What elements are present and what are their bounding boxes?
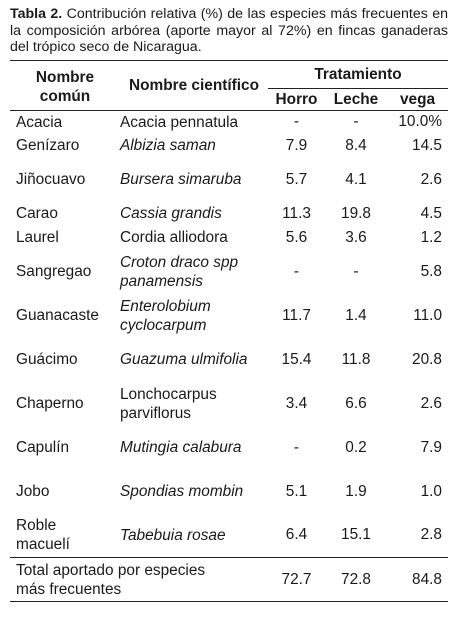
common-name: Jobo — [16, 483, 50, 500]
value-leche: 1.9 — [345, 482, 367, 500]
table-row: Genízaro Albizia saman 7.9 8.4 14.5 — [10, 134, 448, 158]
common-name: Capulín — [16, 439, 70, 456]
value-horro: - — [293, 113, 300, 131]
common-name: Sangregao — [16, 263, 92, 280]
scientific-name: Cordia alliodora — [120, 229, 228, 246]
header-vega: vega — [387, 88, 448, 111]
scientific-name: Cassia grandis — [120, 205, 222, 222]
value-horro: 11.3 — [282, 204, 311, 222]
value-leche: - — [353, 262, 359, 280]
scientific-name: Enterolobium cyclocarpum — [120, 297, 211, 334]
value-leche: 3.6 — [345, 228, 367, 246]
common-name: Chaperno — [16, 395, 84, 412]
value-leche: 0.2 — [345, 438, 367, 456]
header-common: Nombre común — [35, 68, 95, 105]
value-vega: 2.8 — [420, 526, 442, 544]
common-name: Carao — [16, 205, 58, 222]
value-vega: 2.6 — [420, 394, 442, 412]
scientific-name: Spondias mombin — [120, 483, 244, 500]
value-horro: 5.6 — [285, 228, 308, 246]
scientific-name: Albizia saman — [120, 137, 216, 154]
scientific-name: Croton draco spp panamensis — [120, 253, 239, 290]
table-row: Guanacaste Enterolobium cyclocarpum 11.7 1.… — [10, 294, 448, 338]
value-vega: 7.9 — [420, 438, 442, 456]
scientific-name: Tabebuia rosae — [120, 526, 226, 544]
value-horro: 5.7 — [285, 170, 308, 188]
value-horro: 3.4 — [285, 394, 308, 412]
table-row: Sangregao Croton draco spp panamensis - - 5.… — [10, 250, 448, 294]
table-caption: Tabla 2. Contribución relativa (%) de la… — [10, 6, 448, 56]
scientific-name: Acacia pennatula — [120, 113, 239, 131]
common-name: Roble macuelí — [16, 517, 70, 554]
caption-label: Tabla 2. — [10, 6, 63, 22]
value-horro: 11.7 — [282, 306, 311, 324]
scientific-name: Bursera simaruba — [120, 171, 242, 188]
header-scientific: Nombre científico — [129, 77, 259, 94]
table-row: Carao Cassia grandis 11.3 19.8 4.5 — [10, 202, 448, 226]
table-row: Jobo Spondias mombin 5.1 1.9 1.0 — [10, 470, 448, 514]
value-leche: - — [353, 113, 359, 131]
total-label: Total aportado por especies más frecuent… — [16, 561, 206, 598]
value-horro: 7.9 — [285, 136, 308, 154]
header-treatment: Tratamiento — [314, 66, 402, 83]
scientific-name: Lonchocarpus parviflorus — [120, 385, 217, 422]
value-horro: - — [293, 438, 300, 456]
header-leche: Leche — [325, 88, 387, 111]
total-horro: 72.7 — [281, 570, 312, 588]
common-name: Guácimo — [16, 351, 78, 368]
value-horro: 15.4 — [281, 350, 312, 368]
common-name: Jiñocuavo — [16, 171, 86, 188]
value-leche: 11.8 — [341, 350, 371, 368]
value-horro: 5.1 — [285, 482, 308, 500]
value-vega: 11.0 — [413, 306, 442, 324]
value-vega: 1.0 — [420, 482, 442, 500]
value-leche: 8.4 — [345, 136, 367, 154]
value-horro: - — [293, 262, 300, 280]
table-row: Laurel Cordia alliodora 5.6 3.6 1.2 — [10, 226, 448, 250]
scientific-name: Guazuma ulmifolia — [120, 351, 248, 368]
common-name: Acacia — [16, 113, 63, 131]
value-horro: 6.4 — [285, 526, 308, 544]
table-row: Jiñocuavo Bursera simaruba 5.7 4.1 2.6 — [10, 158, 448, 202]
value-leche: 15.1 — [341, 526, 371, 544]
value-vega: 2.6 — [420, 170, 442, 188]
common-name: Guanacaste — [16, 307, 99, 324]
value-vega: 20.8 — [412, 350, 442, 368]
common-name: Genízaro — [16, 137, 80, 154]
value-leche: 4.1 — [345, 170, 367, 188]
total-leche: 72.8 — [341, 570, 371, 588]
value-vega: 5.8 — [420, 262, 442, 280]
scientific-name: Mutingia calabura — [120, 439, 242, 456]
species-table: Nombre común Nombre científico Tratamien… — [10, 60, 448, 602]
value-leche: 6.6 — [345, 394, 367, 412]
value-vega: 4.5 — [420, 204, 442, 222]
table-row: Acacia Acacia pennatula - - 10.0% — [10, 111, 448, 134]
table-row: Guácimo Guazuma ulmifolia 15.4 11.8 20.8 — [10, 338, 448, 382]
table-row: Capulín Mutingia calabura - 0.2 7.9 — [10, 426, 448, 470]
header-horro: Horro — [268, 88, 325, 111]
total-vega: 84.8 — [412, 570, 442, 588]
common-name: Laurel — [16, 229, 59, 246]
table-row: Chaperno Lonchocarpus parviflorus 3.4 6.6 2.… — [10, 382, 448, 426]
value-vega: 14.5 — [412, 136, 442, 154]
caption-text: Contribución relativa (%) de las especie… — [10, 6, 448, 55]
value-leche: 1.4 — [345, 306, 367, 324]
table-row: Roble macuelí Tabebuia rosae 6.4 15.1 2.8 — [10, 514, 448, 558]
value-vega: 1.2 — [420, 228, 442, 246]
value-leche: 19.8 — [341, 204, 371, 222]
value-vega: 10.0% — [398, 113, 442, 131]
